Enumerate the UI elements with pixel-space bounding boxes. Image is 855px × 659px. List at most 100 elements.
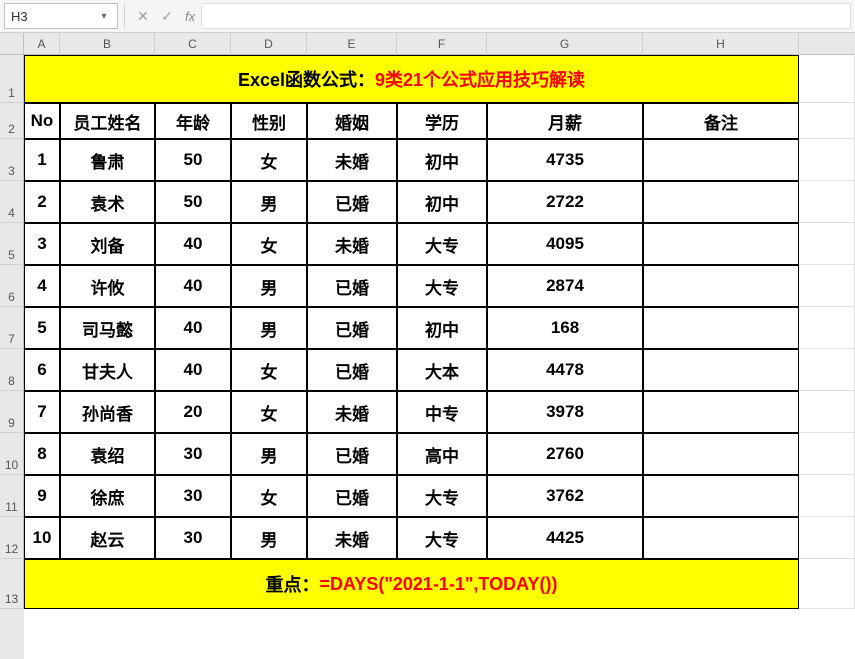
table-cell[interactable]: 40 xyxy=(155,223,231,265)
table-cell[interactable]: 初中 xyxy=(397,307,487,349)
row-header-4[interactable]: 4 xyxy=(0,181,24,223)
table-cell[interactable]: 司马懿 xyxy=(60,307,155,349)
table-cell[interactable]: 3762 xyxy=(487,475,643,517)
cancel-icon[interactable]: ✕ xyxy=(131,4,155,28)
row-header-9[interactable]: 9 xyxy=(0,391,24,433)
table-cell[interactable]: 大专 xyxy=(397,517,487,559)
table-cell[interactable]: 4095 xyxy=(487,223,643,265)
table-cell[interactable]: 袁术 xyxy=(60,181,155,223)
table-cell[interactable]: 40 xyxy=(155,265,231,307)
table-cell[interactable]: 10 xyxy=(24,517,60,559)
row-header-7[interactable]: 7 xyxy=(0,307,24,349)
table-cell[interactable]: 40 xyxy=(155,307,231,349)
table-cell[interactable] xyxy=(643,391,799,433)
column-header-C[interactable]: C xyxy=(155,33,231,55)
table-cell[interactable]: 男 xyxy=(231,517,307,559)
table-cell[interactable]: 许攸 xyxy=(60,265,155,307)
column-header-G[interactable]: G xyxy=(487,33,643,55)
table-cell[interactable]: 40 xyxy=(155,349,231,391)
table-cell[interactable]: 4 xyxy=(24,265,60,307)
table-cell[interactable]: 大专 xyxy=(397,265,487,307)
table-cell[interactable]: 30 xyxy=(155,517,231,559)
table-cell[interactable]: 未婚 xyxy=(307,391,397,433)
table-cell[interactable]: 女 xyxy=(231,349,307,391)
table-header[interactable]: 备注 xyxy=(643,103,799,139)
table-header[interactable]: No xyxy=(24,103,60,139)
table-header[interactable]: 学历 xyxy=(397,103,487,139)
table-header[interactable]: 婚姻 xyxy=(307,103,397,139)
table-cell[interactable]: 赵云 xyxy=(60,517,155,559)
row-header-1[interactable]: 1 xyxy=(0,55,24,103)
row-header-12[interactable]: 12 xyxy=(0,517,24,559)
table-cell[interactable]: 女 xyxy=(231,391,307,433)
table-cell[interactable]: 高中 xyxy=(397,433,487,475)
table-cell[interactable]: 168 xyxy=(487,307,643,349)
column-header-D[interactable]: D xyxy=(231,33,307,55)
table-cell[interactable]: 甘夫人 xyxy=(60,349,155,391)
formula-input[interactable] xyxy=(201,3,851,29)
table-cell[interactable]: 8 xyxy=(24,433,60,475)
row-header-13[interactable]: 13 xyxy=(0,559,24,609)
table-cell[interactable]: 鲁肃 xyxy=(60,139,155,181)
column-header-F[interactable]: F xyxy=(397,33,487,55)
table-cell[interactable] xyxy=(643,181,799,223)
table-cell[interactable]: 未婚 xyxy=(307,223,397,265)
table-cell[interactable]: 中专 xyxy=(397,391,487,433)
name-box[interactable]: H3 ▾ xyxy=(4,3,118,29)
table-cell[interactable]: 7 xyxy=(24,391,60,433)
table-cell[interactable]: 女 xyxy=(231,139,307,181)
table-cell[interactable]: 刘备 xyxy=(60,223,155,265)
table-cell[interactable]: 徐庶 xyxy=(60,475,155,517)
row-header-10[interactable]: 10 xyxy=(0,433,24,475)
table-cell[interactable]: 20 xyxy=(155,391,231,433)
table-cell[interactable]: 大本 xyxy=(397,349,487,391)
table-cell[interactable]: 30 xyxy=(155,433,231,475)
confirm-icon[interactable]: ✓ xyxy=(155,4,179,28)
table-cell[interactable]: 男 xyxy=(231,307,307,349)
table-cell[interactable]: 4735 xyxy=(487,139,643,181)
table-cell[interactable]: 初中 xyxy=(397,139,487,181)
table-cell[interactable]: 50 xyxy=(155,139,231,181)
table-cell[interactable]: 2 xyxy=(24,181,60,223)
table-cell[interactable]: 30 xyxy=(155,475,231,517)
table-cell[interactable]: 初中 xyxy=(397,181,487,223)
row-header-3[interactable]: 3 xyxy=(0,139,24,181)
table-cell[interactable]: 9 xyxy=(24,475,60,517)
select-all-corner[interactable] xyxy=(0,33,24,55)
table-cell[interactable]: 已婚 xyxy=(307,475,397,517)
table-cell[interactable]: 已婚 xyxy=(307,307,397,349)
table-cell[interactable]: 男 xyxy=(231,433,307,475)
table-cell[interactable]: 已婚 xyxy=(307,181,397,223)
table-cell[interactable]: 已婚 xyxy=(307,433,397,475)
table-header[interactable]: 员工姓名 xyxy=(60,103,155,139)
table-cell[interactable]: 袁绍 xyxy=(60,433,155,475)
column-header-A[interactable]: A xyxy=(24,33,60,55)
table-cell[interactable]: 女 xyxy=(231,475,307,517)
table-cell[interactable]: 已婚 xyxy=(307,349,397,391)
table-cell[interactable]: 4478 xyxy=(487,349,643,391)
table-cell[interactable]: 已婚 xyxy=(307,265,397,307)
table-cell[interactable]: 6 xyxy=(24,349,60,391)
table-cell[interactable]: 5 xyxy=(24,307,60,349)
table-cell[interactable]: 大专 xyxy=(397,475,487,517)
table-cell[interactable]: 未婚 xyxy=(307,139,397,181)
table-cell[interactable]: 2874 xyxy=(487,265,643,307)
table-cell[interactable]: 2722 xyxy=(487,181,643,223)
table-header[interactable]: 年龄 xyxy=(155,103,231,139)
table-cell[interactable]: 50 xyxy=(155,181,231,223)
table-cell[interactable] xyxy=(643,433,799,475)
fx-icon[interactable]: fx xyxy=(185,9,195,24)
table-cell[interactable] xyxy=(643,139,799,181)
table-cell[interactable]: 孙尚香 xyxy=(60,391,155,433)
table-cell[interactable]: 3978 xyxy=(487,391,643,433)
table-cell[interactable] xyxy=(643,307,799,349)
table-cell[interactable]: 4425 xyxy=(487,517,643,559)
table-cell[interactable] xyxy=(643,265,799,307)
table-header[interactable]: 月薪 xyxy=(487,103,643,139)
column-header-E[interactable]: E xyxy=(307,33,397,55)
table-cell[interactable]: 男 xyxy=(231,181,307,223)
table-cell[interactable]: 2760 xyxy=(487,433,643,475)
row-header-2[interactable]: 2 xyxy=(0,103,24,139)
row-header-6[interactable]: 6 xyxy=(0,265,24,307)
table-cell[interactable]: 3 xyxy=(24,223,60,265)
